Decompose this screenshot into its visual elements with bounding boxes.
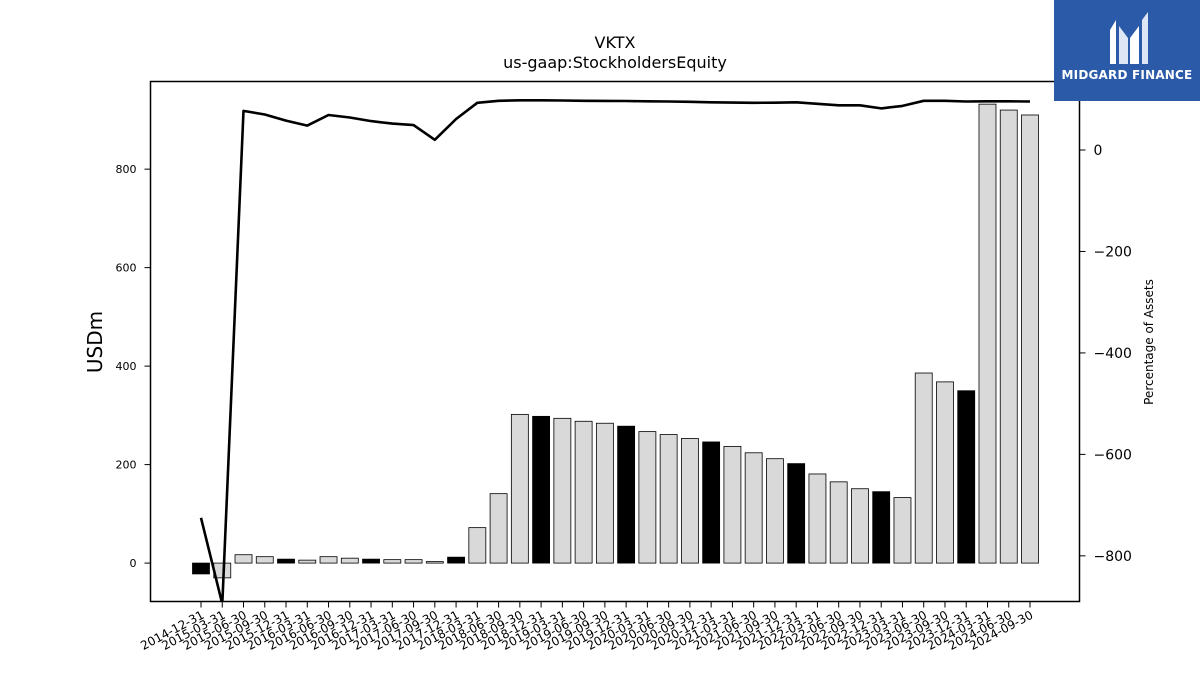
bar (957, 390, 976, 564)
bar (766, 458, 784, 564)
bar (447, 556, 465, 564)
right-axis: −800 −600 −400 −200 0 (1079, 143, 1132, 565)
left-tick-label: 600 (116, 262, 137, 275)
left-axis: 0 200 400 600 800 (116, 163, 151, 570)
bar (340, 557, 359, 564)
bar (595, 422, 614, 564)
line-series (199, 99, 1031, 602)
bar (553, 417, 572, 564)
bar (744, 452, 763, 564)
left-tick-label: 800 (116, 163, 137, 176)
percentage-line (199, 99, 1031, 602)
bar (255, 556, 274, 564)
bar (723, 445, 742, 564)
bar (851, 488, 869, 564)
left-tick-label: 200 (116, 459, 137, 472)
x-axis: 2014-12-312015-03-312015-06-302015-09-30… (138, 601, 1035, 653)
bar (893, 497, 912, 564)
bar (1021, 114, 1039, 564)
bar (914, 372, 933, 564)
bar (489, 493, 508, 564)
bar (638, 431, 657, 564)
bar (787, 463, 806, 564)
bar (425, 561, 444, 564)
right-tick-label: −800 (1094, 549, 1132, 565)
bar (574, 420, 593, 564)
y-axis-label-right: Percentage of Assets (1142, 279, 1156, 405)
bar (234, 554, 253, 564)
right-tick-label: 0 (1094, 143, 1103, 159)
right-tick-label: −400 (1094, 346, 1132, 362)
bar (617, 425, 636, 564)
bar (510, 413, 529, 564)
bar (872, 491, 891, 564)
bar (468, 527, 487, 564)
bar (808, 473, 827, 564)
left-tick-label: 0 (130, 557, 137, 570)
bar (978, 103, 997, 564)
chart-subtitle: us-gaap:StockholdersEquity (503, 53, 727, 72)
right-tick-label: −600 (1094, 447, 1132, 463)
bar (829, 481, 848, 564)
right-tick-label: −200 (1094, 244, 1132, 260)
bar (277, 558, 295, 564)
bar (319, 556, 338, 564)
logo-icon (1110, 12, 1148, 64)
bar (532, 415, 551, 564)
bar (680, 438, 699, 564)
bar (383, 559, 402, 564)
brand-logo: MIDGARD FINANCE (1054, 0, 1200, 101)
bar (936, 381, 954, 564)
bar-series (192, 103, 1039, 579)
bar (298, 559, 317, 564)
y-axis-label-left: USDm (83, 311, 107, 373)
bar (404, 559, 423, 564)
brand-name: MIDGARD FINANCE (1061, 68, 1193, 82)
chart-title: VKTX (595, 33, 636, 52)
bar (702, 441, 721, 564)
left-tick-label: 400 (116, 360, 137, 373)
plot-area (149, 80, 1081, 603)
bar (999, 109, 1018, 564)
bar (362, 558, 380, 564)
bar (192, 562, 210, 575)
bar (659, 434, 678, 564)
